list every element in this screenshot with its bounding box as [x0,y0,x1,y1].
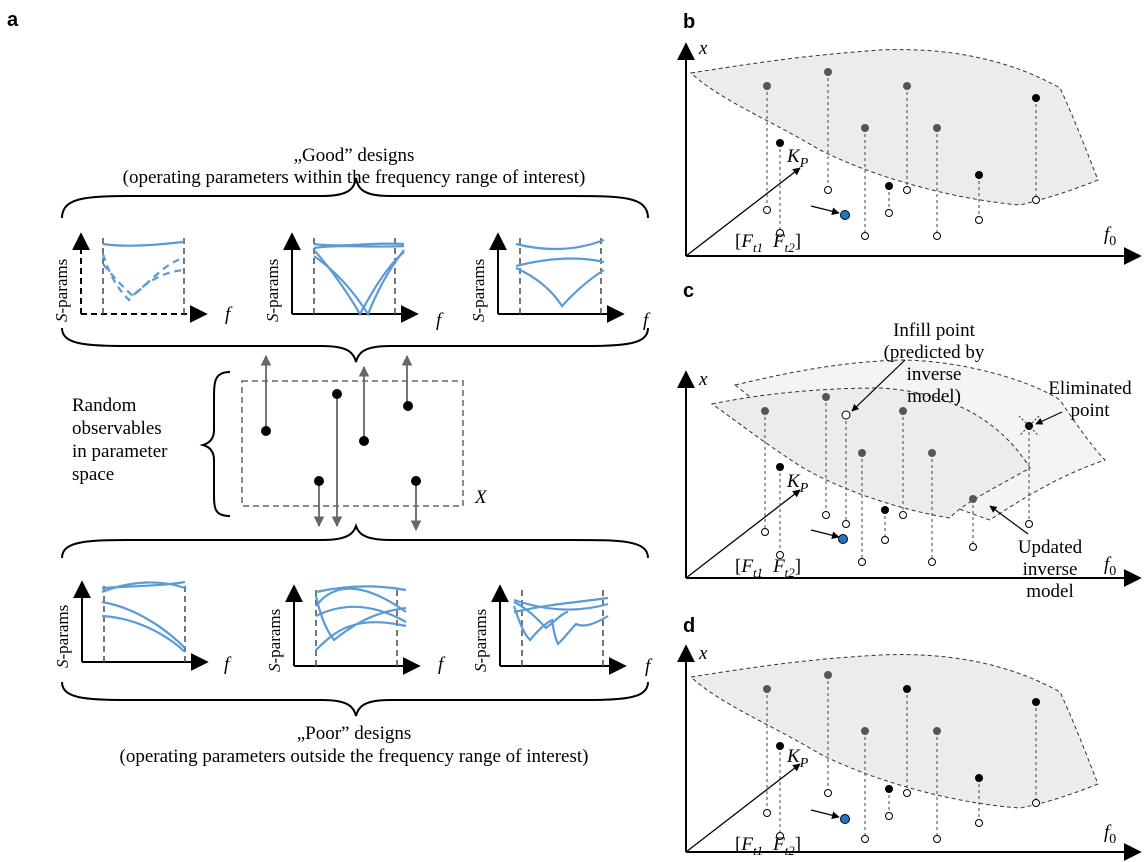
good-plot-3-xlabel: f [643,310,651,331]
random-left-brace [199,371,231,517]
observable-point [314,476,324,486]
good-top-brace [61,177,649,219]
infill-label-line-4: model) [907,386,961,407]
panel-c-y-label: x [698,369,708,390]
observable-point [403,401,413,411]
panel-d-points [763,671,1040,843]
good-designs-subtitle: (operating parameters within the frequen… [123,167,586,188]
panel-b-target-label: [Ft1 Ft2] [735,231,801,255]
observable-point [261,426,271,436]
poor-plot-1 [82,580,207,662]
good-plot-2-xlabel: f [436,310,444,331]
panel-b-target-point [840,210,850,220]
good-plot-1 [72,232,208,323]
panel-label-d: d [683,615,695,637]
panel-d-surface [689,654,1099,809]
panel-b-kp-label: KP [786,146,809,171]
panel-d-diagonal-axis [685,763,801,853]
observable-point [411,476,421,486]
panel-c-target-label: [Ft1 Ft2] [735,556,801,580]
infill-label-line-3: inverse [907,364,962,385]
panel-d-target-label: [Ft1 Ft2] [735,834,801,858]
poor-plot-1-xlabel: f [224,654,232,675]
panel-c-surface [710,387,1031,519]
panel-label-c: c [683,280,694,302]
panel-b-diagonal-axis [685,167,801,257]
panel-b-x-label: f0 [1104,224,1116,249]
panel-b-y-label: x [698,38,708,59]
poor-bottom-brace [61,681,649,717]
panel-c-target-point [838,534,848,544]
panel-b-points [763,68,1040,240]
updated-label-line-1: Updated [1018,537,1083,558]
panel-c: x f0 KP [677,320,1142,602]
poor-plot-2-xlabel: f [438,654,446,675]
poor-plot-3-ylabel: S-params [471,609,490,672]
panel-d-kp-label: KP [786,746,809,771]
poor-plot-3 [500,586,625,666]
good-bottom-brace [61,327,649,363]
good-plot-2-ylabel: S-params [263,259,282,322]
infill-label-line-2: (predicted by [884,342,985,363]
good-designs-title: „Good” designs [294,145,415,166]
good-plot-3-ylabel: S-params [469,259,488,322]
panel-b-surface [689,49,1099,206]
poor-designs-subtitle: (operating parameters outside the freque… [120,746,589,767]
random-label-line-2: observables [72,418,162,439]
panel-c-kp-label: KP [786,471,809,496]
panel-c-diagonal-axis [685,489,801,579]
poor-plot-2 [294,586,419,666]
panel-a: „Good” designs (operating parameters wit… [52,145,653,767]
updated-label-line-2: inverse [1023,559,1078,580]
poor-plot-2-ylabel: S-params [265,609,284,672]
eliminated-label-line-1: Eliminated [1048,378,1132,399]
panel-d-y-label: x [698,643,708,664]
poor-plot-3-xlabel: f [645,656,653,677]
infill-label-line-1: Infill point [893,320,976,341]
poor-top-brace [61,522,649,559]
good-plot-3 [498,234,623,314]
panel-d-target-point [840,814,850,824]
observable-point [332,389,342,399]
parameter-space-box [241,380,464,507]
poor-plot-1-ylabel: S-params [53,605,72,668]
panel-d: x f0 KP [677,643,1142,861]
panel-c-points [761,393,1040,566]
panel-b: x f0 KP [677,38,1142,265]
good-plot-1-xlabel: f [225,304,233,325]
panel-label-b: b [683,11,695,33]
parameter-space-label: X [474,487,488,508]
random-label-line-3: in parameter [72,441,168,462]
random-label-line-4: space [72,464,114,485]
panel-d-x-label: f0 [1104,822,1116,847]
panel-c-x-label: f0 [1104,554,1116,579]
poor-designs-title: „Poor” designs [297,723,412,744]
good-plot-1-ylabel: S-params [52,259,71,322]
panel-label-a: a [7,9,19,31]
good-plot-2 [292,234,417,317]
updated-label-line-3: model [1026,581,1074,602]
observable-point [359,436,369,446]
eliminated-label-line-2: point [1070,400,1110,421]
random-label-line-1: Random [72,395,137,416]
